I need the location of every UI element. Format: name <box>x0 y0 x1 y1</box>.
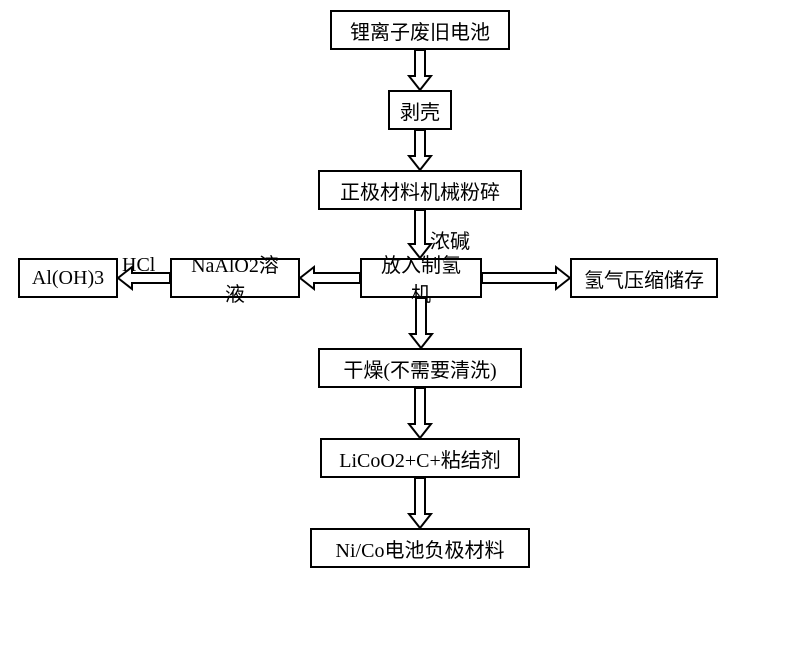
node-label: LiCoO2+C+粘结剂 <box>339 444 500 473</box>
node-naalo2: NaAlO2溶液 <box>170 258 300 298</box>
node-waste-battery: 锂离子废旧电池 <box>330 10 510 50</box>
node-crush: 正极材料机械粉碎 <box>318 170 522 210</box>
node-label: Ni/Co电池负极材料 <box>336 534 505 563</box>
node-h2-storage: 氢气压缩储存 <box>570 258 718 298</box>
node-label: 放入制氢机 <box>372 249 470 307</box>
edge-label-hcl: HCl <box>122 254 155 277</box>
node-nico: Ni/Co电池负极材料 <box>310 528 530 568</box>
node-aloh3: Al(OH)3 <box>18 258 118 298</box>
node-label: Al(OH)3 <box>32 267 104 290</box>
node-label: 正极材料机械粉碎 <box>340 176 500 205</box>
node-licoo2: LiCoO2+C+粘结剂 <box>320 438 520 478</box>
node-label: 剥壳 <box>400 96 440 125</box>
node-shell-remove: 剥壳 <box>388 90 452 130</box>
node-label: 锂离子废旧电池 <box>350 16 490 45</box>
node-label: 氢气压缩储存 <box>584 264 704 293</box>
edge-label-alkali: 浓碱 <box>430 225 470 254</box>
node-label: 干燥(不需要清洗) <box>343 354 496 383</box>
node-label: NaAlO2溶液 <box>182 249 288 307</box>
node-dry: 干燥(不需要清洗) <box>318 348 522 388</box>
node-hydrogen-machine: 放入制氢机 <box>360 258 482 298</box>
